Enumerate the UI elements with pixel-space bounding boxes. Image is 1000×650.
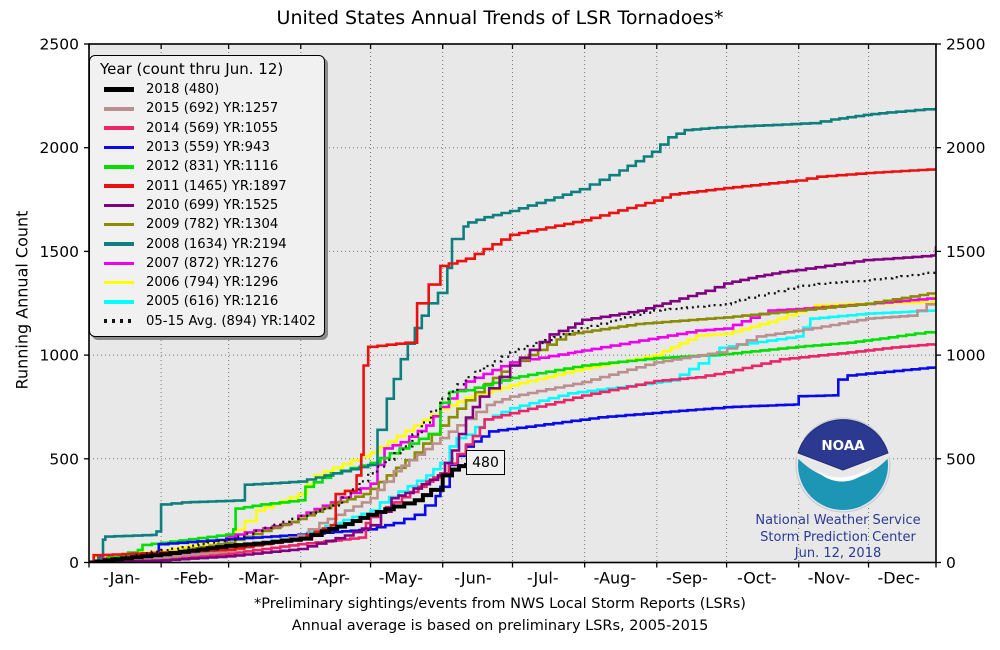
annotation-current-count: 480 <box>466 450 505 475</box>
x-tick-label: -Feb- <box>174 569 214 588</box>
y-tick-label-right: 0 <box>946 554 956 572</box>
legend-swatch-icon <box>104 126 134 130</box>
noaa-logo-fan <box>797 419 889 471</box>
legend-item-label: 2008 (1634) YR:2194 <box>146 236 287 252</box>
series-line-2018 <box>89 462 468 563</box>
legend-item-2010: 2010 (699) YR:1525 <box>98 196 316 215</box>
legend-item-label: 2006 (794) YR:1296 <box>146 275 279 291</box>
y-axis-label: Running Annual Count <box>12 210 32 390</box>
legend-swatch-icon <box>104 319 134 323</box>
legend-swatch-icon <box>104 145 134 150</box>
legend-item-label: 2011 (1465) YR:1897 <box>146 178 287 194</box>
legend-item-label: 2009 (782) YR:1304 <box>146 217 279 233</box>
legend-swatch-icon <box>104 242 134 246</box>
y-tick-label-right: 1000 <box>946 347 985 365</box>
legend-item-2012: 2012 (831) YR:1116 <box>98 157 316 176</box>
series-line-2010 <box>89 246 936 563</box>
x-tick-label: -Jan- <box>103 569 140 588</box>
legend-swatch-icon <box>104 261 134 266</box>
legend-swatch-icon <box>104 107 134 111</box>
logo-caption-line1: National Weather Service <box>755 513 921 528</box>
y-tick-label-left: 1000 <box>40 347 79 365</box>
y-tick-label-right: 500 <box>946 450 976 468</box>
y-tick-label-right: 2000 <box>946 139 985 157</box>
logo-caption: National Weather Service Storm Predictio… <box>718 513 958 563</box>
legend-item-2014: 2014 (569) YR:1055 <box>98 119 316 138</box>
legend-item-label: 2012 (831) YR:1116 <box>146 159 279 175</box>
series-line-2008 <box>89 107 936 563</box>
noaa-logo-bird-icon <box>816 466 872 482</box>
y-tick-label-left: 0 <box>69 554 79 572</box>
legend-swatch-icon <box>104 203 134 208</box>
legend-item-2005: 2005 (616) YR:1216 <box>98 292 316 311</box>
legend-items: 2018 (480) 2015 (692) YR:1257 2014 (569) Y… <box>98 80 316 331</box>
logo-caption-line3: Jun. 12, 2018 <box>794 546 882 561</box>
x-tick-label: -Sep- <box>666 569 708 588</box>
legend-swatch-icon <box>104 184 134 188</box>
legend-item-2015: 2015 (692) YR:1257 <box>98 99 316 118</box>
y-tick-label-left: 2000 <box>40 139 79 157</box>
legend-item-2018: 2018 (480) <box>98 80 316 99</box>
y-tick-label-left: 500 <box>49 450 79 468</box>
legend-item-label: 2005 (616) YR:1216 <box>146 294 279 310</box>
footnote-line2: Annual average is based on preliminary L… <box>291 618 709 634</box>
legend-swatch-icon <box>104 300 134 304</box>
legend-item-2011: 2011 (1465) YR:1897 <box>98 176 316 195</box>
noaa-logo: NOAA <box>795 417 891 513</box>
x-tick-label: -Mar- <box>239 569 280 588</box>
x-tick-label: -Oct- <box>737 569 777 588</box>
series-line-2012 <box>89 331 936 563</box>
chart-title: United States Annual Trends of LSR Torna… <box>276 7 724 29</box>
legend-box: Year (count thru Jun. 12) 2018 (480) 2015… <box>89 55 325 337</box>
legend-item-2013: 2013 (559) YR:943 <box>98 138 316 157</box>
legend-title: Year (count thru Jun. 12) <box>100 60 284 78</box>
noaa-logo-text: NOAA <box>821 438 865 454</box>
logo-caption-line2: Storm Prediction Center <box>760 529 916 545</box>
legend-item-0515avg: 05-15 Avg. (894) YR:1402 <box>98 312 316 331</box>
x-tick-label: -Jun- <box>454 569 491 588</box>
series-line-2011 <box>89 168 936 563</box>
legend-item-2006: 2006 (794) YR:1296 <box>98 273 316 292</box>
legend-item-2007: 2007 (872) YR:1276 <box>98 254 316 273</box>
x-tick-label: -Aug- <box>594 569 636 588</box>
legend-item-label: 2014 (569) YR:1055 <box>146 120 279 136</box>
legend-item-label: 2018 (480) <box>146 82 220 98</box>
legend-item-label: 2015 (692) YR:1257 <box>146 101 279 117</box>
y-tick-label-right: 2500 <box>946 36 985 54</box>
footnote-line1: *Preliminary sightings/events from NWS L… <box>254 596 746 612</box>
x-tick-label: -Nov- <box>808 569 850 588</box>
x-tick-label: -Jul- <box>527 569 559 588</box>
legend-item-label: 05-15 Avg. (894) YR:1402 <box>146 313 316 329</box>
x-tick-label: -May- <box>379 569 423 588</box>
x-tick-label: -Dec- <box>878 569 921 588</box>
legend-swatch-icon <box>104 87 134 93</box>
series-line-2014 <box>89 343 936 563</box>
x-tick-label: -Apr- <box>312 569 350 588</box>
series-line-2009 <box>89 292 936 563</box>
legend-item-label: 2007 (872) YR:1276 <box>146 255 279 271</box>
y-tick-label-right: 1500 <box>946 243 985 261</box>
legend-item-label: 2013 (559) YR:943 <box>146 140 270 156</box>
y-tick-label-left: 2500 <box>40 36 79 54</box>
legend-swatch-icon <box>104 280 134 285</box>
y-tick-label-left: 1500 <box>40 243 79 261</box>
legend-item-2008: 2008 (1634) YR:2194 <box>98 234 316 253</box>
legend-item-label: 2010 (699) YR:1525 <box>146 197 279 213</box>
legend-item-2009: 2009 (782) YR:1304 <box>98 215 316 234</box>
legend-swatch-icon <box>104 165 134 169</box>
legend-swatch-icon <box>104 222 134 227</box>
